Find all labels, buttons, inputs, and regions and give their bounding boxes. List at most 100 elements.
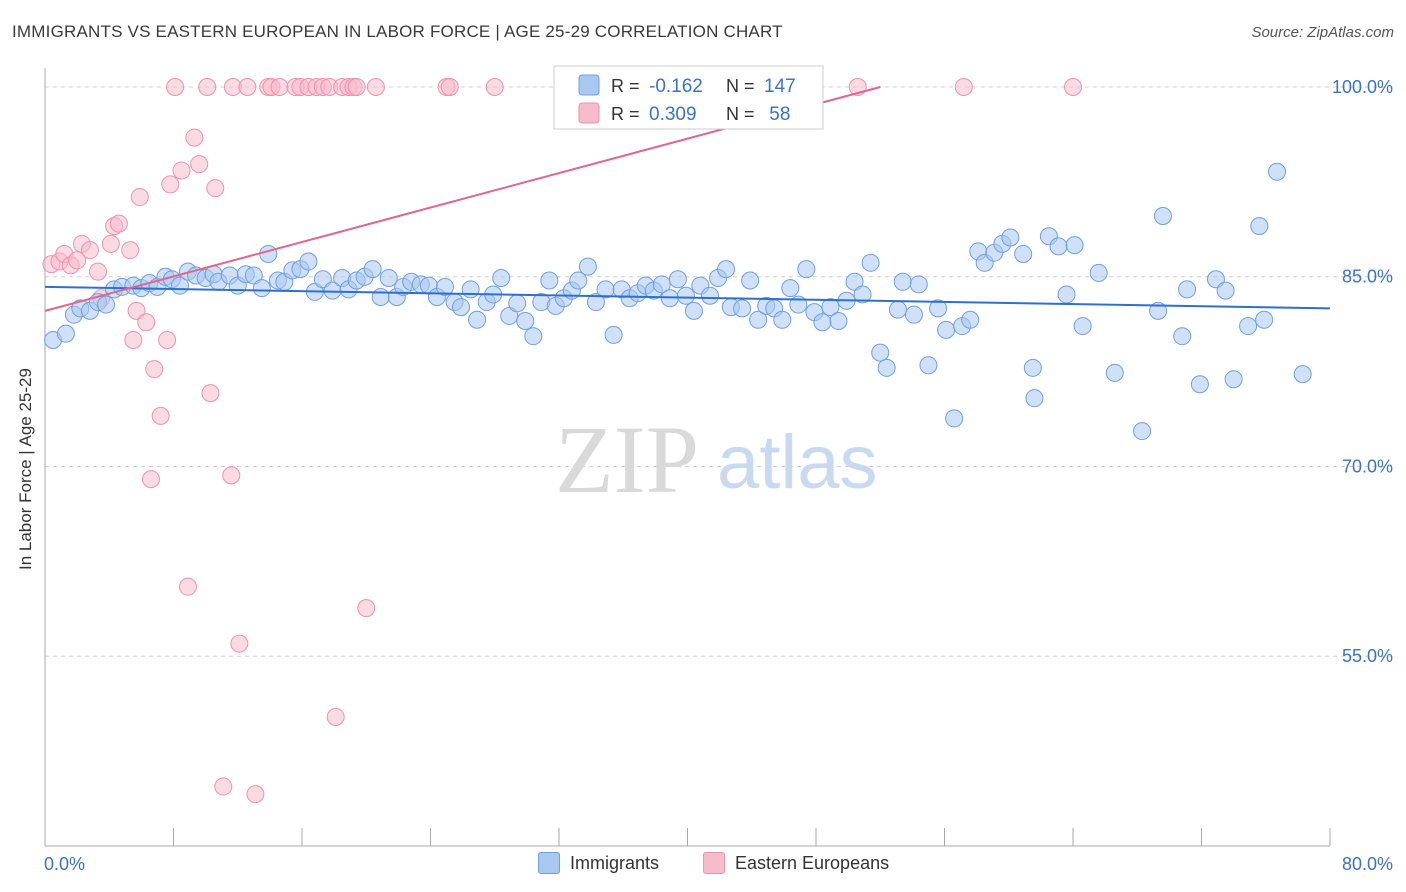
legend-n-value-eastern-europeans: 58 [764,104,790,125]
immigrants-point [468,310,487,329]
legend-item-immigrants: Immigrants [538,852,659,874]
legend-r-value-immigrants: -0.162 [649,76,703,97]
immigrants-point [853,285,872,304]
immigrants-point [1073,317,1092,336]
immigrants-point [1216,281,1235,300]
immigrants-points [44,162,1312,441]
eastern-europeans-point [222,466,241,485]
immigrants-point [1250,217,1269,236]
eastern-europeans-point [230,634,249,653]
immigrants-point [888,300,907,319]
grid-lines [45,86,1392,657]
chart-title: IMMIGRANTS VS EASTERN EUROPEAN IN LABOR … [12,22,783,41]
immigrants-point [1239,317,1258,336]
immigrants-point [259,244,278,263]
y-tick-label: 100.0% [1332,77,1393,97]
eastern-europeans-point [206,179,225,198]
eastern-europeans-point [158,330,177,349]
immigrants-point [524,327,543,346]
immigrants-point [733,299,752,318]
immigrants-point [586,293,605,312]
legend-item-eastern-europeans: Eastern Europeans [703,852,889,874]
legend-label-immigrants: Immigrants [570,852,660,873]
immigrants-trend-line [44,285,1331,310]
eastern-europeans-point [270,77,289,96]
immigrants-point [961,310,980,329]
x-tick-label-max: 80.0% [1342,854,1393,874]
immigrants-point [829,312,848,331]
legend-r-value-eastern-europeans: 0.309 [649,104,697,125]
immigrants-point [741,271,760,290]
immigrants-point [1001,228,1020,247]
immigrants-point [717,260,736,279]
eastern-europeans-point [246,785,265,804]
immigrants-point [1133,422,1152,441]
tick-labels: 55.0% 70.0% 85.0% 100.0% 0.0% 80.0% [44,77,1393,874]
y-tick-label: 70.0% [1342,456,1393,476]
immigrants-point [569,271,588,290]
immigrants-point [877,358,896,377]
eastern-europeans-point [124,330,143,349]
immigrants-point [500,306,519,325]
immigrants-point [797,260,816,279]
immigrants-point [1153,207,1172,226]
eastern-europeans-point [137,313,156,332]
immigrants-point [1105,363,1124,382]
immigrants-point [821,298,840,317]
stats-legend: R = -0.162 N = 147 R = 0.309 N = 58 [553,65,824,130]
immigrants-point [604,325,623,344]
axes [44,68,1331,847]
watermark-atlas: atlas [717,420,878,505]
eastern-europeans-point [366,77,385,96]
immigrants-point [1065,236,1084,255]
eastern-europeans-point [130,188,149,207]
eastern-europeans-point [142,470,161,489]
immigrants-point [871,343,890,362]
immigrants-swatch [538,852,560,874]
eastern-europeans-point [485,77,504,96]
eastern-europeans-point [68,251,87,270]
eastern-europeans-point [190,155,209,174]
source-label: Source: ZipAtlas.com [1251,24,1394,41]
eastern-europeans-point [198,77,217,96]
immigrants-point [1178,280,1197,299]
immigrants-point [700,286,719,305]
immigrants-point [1224,370,1243,389]
immigrants-point [508,294,527,313]
y-tick-label: 55.0% [1342,646,1393,666]
immigrants-point [252,279,271,298]
immigrants-point [435,277,454,296]
immigrants-point [937,320,956,339]
legend-swatch-immigrants [578,74,600,96]
eastern-europeans-point [109,214,128,233]
legend-n-label-eastern-europeans: N = [726,104,755,124]
legend-n-value-immigrants: 147 [764,76,796,97]
legend-label-eastern-europeans: Eastern Europeans [735,852,890,873]
immigrants-point [813,313,832,332]
watermark-zip: ZIP [555,406,699,513]
immigrants-point [929,299,948,318]
eastern-europeans-point [145,360,164,379]
immigrants-point [1023,358,1042,377]
immigrants-point [540,271,559,290]
eastern-europeans-point [101,234,120,253]
eastern-europeans-point [201,384,220,403]
eastern-europeans-points [42,77,1082,804]
eastern-europeans-point [161,175,180,194]
immigrants-point [861,253,880,272]
immigrants-point [1014,244,1033,263]
immigrants-point [1025,389,1044,408]
immigrants-point [909,275,928,294]
immigrants-point [893,272,912,291]
immigrants-point [363,260,382,279]
eastern-europeans-point [151,406,170,425]
eastern-europeans-swatch [703,852,725,874]
immigrants-point [379,268,398,287]
immigrants-point [1190,375,1209,394]
immigrants-point [371,287,390,306]
immigrants-point [516,312,535,331]
x-tick-label-min: 0.0% [44,854,85,874]
legend-n-label-immigrants: N = [726,76,755,96]
immigrants-point [676,286,695,305]
